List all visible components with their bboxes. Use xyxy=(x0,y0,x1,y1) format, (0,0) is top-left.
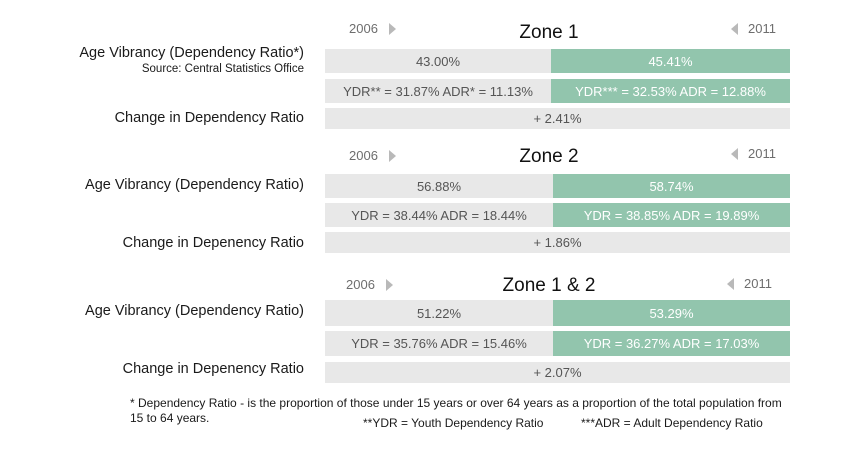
zone-2-vibrancy-label: Age Vibrancy (Dependency Ratio) xyxy=(85,177,304,193)
zone-1-2-value-2011: 53.29% xyxy=(553,300,790,326)
zone-1-2-breakdown-2006: YDR = 35.76% ADR = 15.46% xyxy=(325,331,553,356)
footnote-ydr: **YDR = Youth Dependency Ratio xyxy=(363,416,544,430)
zone-1-2-vibrancy-label: Age Vibrancy (Dependency Ratio) xyxy=(85,303,304,319)
left-arrow-icon xyxy=(731,148,738,160)
zone-2-breakdown-2006: YDR = 38.44% ADR = 18.44% xyxy=(325,203,553,227)
zone-1-year-2011: 2011 xyxy=(748,21,776,36)
zone-1-value-2011: 45.41% xyxy=(551,49,790,73)
zone-1-2-change-label: Change in Depenency Ratio xyxy=(122,361,304,377)
zone-2-year-2006: 2006 xyxy=(349,148,378,163)
footnote-adr: ***ADR = Adult Dependency Ratio xyxy=(581,416,763,430)
left-arrow-icon xyxy=(731,23,738,35)
zone-2-year-2011: 2011 xyxy=(748,146,776,161)
zone-1-breakdown-2011: YDR*** = 32.53% ADR = 12.88% xyxy=(551,79,790,103)
zone-1-2-year-2011: 2011 xyxy=(744,276,772,291)
zone-1-2-change-value: + 2.07% xyxy=(325,362,790,383)
zone-1-2-title: Zone 1 & 2 xyxy=(502,275,596,296)
zone-2-value-2011: 58.74% xyxy=(553,174,790,198)
zone-1-change-value: + 2.41% xyxy=(325,108,790,129)
zone-1-2-breakdown-2011: YDR = 36.27% ADR = 17.03% xyxy=(553,331,790,356)
zone-1-year-2006: 2006 xyxy=(349,21,378,36)
left-arrow-icon xyxy=(727,278,734,290)
zone-2-change-value: + 1.86% xyxy=(325,232,790,253)
zone-1-value-2006: 43.00% xyxy=(325,49,551,73)
zone-2-change-label: Change in Depenency Ratio xyxy=(122,235,304,251)
zone-2-breakdown-2011: YDR = 38.85% ADR = 19.89% xyxy=(553,203,790,227)
zone-1-2-year-2006: 2006 xyxy=(346,277,375,292)
zone-1-title: Zone 1 xyxy=(519,22,579,43)
footnote-definition: * Dependency Ratio - is the proportion o… xyxy=(130,396,782,425)
zone-1-breakdown-2006: YDR** = 31.87% ADR* = 11.13% xyxy=(325,79,551,103)
zone-1-source: Source: Central Statistics Office xyxy=(141,63,304,75)
right-arrow-icon xyxy=(389,23,396,35)
zone-1-2-value-2006: 51.22% xyxy=(325,300,553,326)
zone-2-title: Zone 2 xyxy=(519,146,579,167)
zone-2-value-2006: 56.88% xyxy=(325,174,553,198)
right-arrow-icon xyxy=(389,150,396,162)
zone-1-change-label: Change in Dependency Ratio xyxy=(114,110,304,126)
zone-1-vibrancy-label: Age Vibrancy (Dependency Ratio*) xyxy=(79,45,304,61)
right-arrow-icon xyxy=(386,279,393,291)
